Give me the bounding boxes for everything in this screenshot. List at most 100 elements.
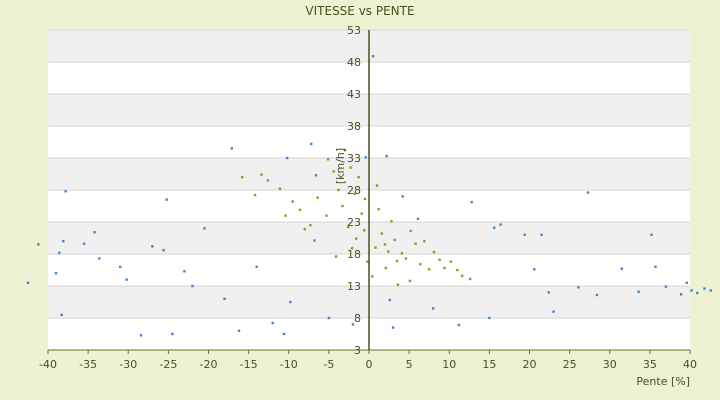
data-point bbox=[492, 226, 496, 229]
y-tick-label: 3 bbox=[354, 344, 361, 357]
y-tick-label: 13 bbox=[347, 280, 361, 293]
data-point bbox=[360, 212, 363, 215]
data-point bbox=[468, 277, 472, 281]
data-point bbox=[334, 255, 338, 258]
y-tick-label: 23 bbox=[347, 216, 361, 229]
data-point bbox=[313, 239, 316, 242]
axes bbox=[47, 30, 691, 354]
data-point bbox=[696, 291, 699, 295]
data-point bbox=[278, 187, 282, 190]
data-point bbox=[37, 243, 40, 246]
data-point bbox=[396, 283, 400, 286]
data-point bbox=[654, 265, 657, 268]
data-point bbox=[449, 260, 453, 263]
data-point bbox=[371, 55, 375, 58]
data-point bbox=[332, 170, 335, 173]
data-point bbox=[98, 257, 101, 260]
data-point bbox=[395, 259, 399, 263]
data-point bbox=[620, 267, 623, 270]
x-tick-label: 25 bbox=[563, 358, 577, 371]
data-point bbox=[284, 214, 287, 217]
y-tick-label: 8 bbox=[354, 312, 361, 325]
data-point bbox=[664, 285, 668, 288]
data-point bbox=[349, 166, 352, 169]
data-point bbox=[709, 289, 713, 292]
data-point bbox=[432, 250, 436, 254]
data-point bbox=[408, 279, 412, 283]
data-point bbox=[400, 252, 404, 255]
data-point bbox=[456, 268, 459, 272]
data-point bbox=[241, 176, 244, 179]
data-point bbox=[353, 192, 356, 196]
data-point bbox=[366, 260, 369, 263]
data-point bbox=[171, 332, 174, 336]
data-point bbox=[391, 326, 395, 329]
data-point bbox=[432, 307, 435, 310]
data-point bbox=[343, 149, 347, 152]
data-point bbox=[162, 248, 165, 252]
data-point bbox=[540, 233, 543, 236]
data-point bbox=[93, 231, 96, 234]
y-tick-label: 33 bbox=[347, 152, 361, 165]
x-tick-label: 10 bbox=[442, 358, 456, 371]
data-point bbox=[266, 179, 270, 182]
data-point bbox=[350, 247, 354, 250]
data-point bbox=[460, 274, 464, 277]
data-point bbox=[650, 233, 653, 236]
data-point bbox=[260, 173, 263, 176]
data-point bbox=[139, 334, 143, 337]
data-point bbox=[346, 225, 350, 229]
data-point bbox=[595, 293, 599, 297]
data-point bbox=[309, 224, 312, 227]
x-tick-label: 15 bbox=[482, 358, 496, 371]
x-tick-label: -20 bbox=[200, 358, 218, 371]
x-tick-labels: -40 -35 -30 -25 -20 -15 -10 -5 0 5 10 15 20 25 30 35 40 bbox=[39, 358, 697, 371]
data-point bbox=[203, 227, 206, 230]
data-point bbox=[337, 188, 340, 192]
data-point bbox=[690, 289, 693, 292]
data-point bbox=[385, 154, 388, 158]
data-point bbox=[488, 316, 491, 320]
data-point bbox=[390, 220, 393, 223]
data-point bbox=[384, 266, 388, 270]
x-tick-label: -25 bbox=[159, 358, 177, 371]
x-tick-label: -30 bbox=[119, 358, 137, 371]
x-tick-label: -10 bbox=[280, 358, 298, 371]
data-point bbox=[383, 243, 387, 246]
data-point bbox=[364, 156, 367, 159]
data-point bbox=[703, 287, 706, 290]
x-tick-label: 40 bbox=[683, 358, 697, 371]
data-point bbox=[363, 197, 367, 201]
x-axis-label: Pente [%] bbox=[636, 375, 690, 388]
data-point bbox=[351, 323, 355, 326]
data-point bbox=[423, 240, 426, 243]
data-point bbox=[26, 281, 30, 284]
data-point bbox=[291, 200, 294, 203]
data-point bbox=[685, 281, 688, 284]
data-point bbox=[414, 242, 417, 245]
data-point bbox=[310, 142, 313, 146]
data-point bbox=[404, 257, 408, 260]
data-point bbox=[119, 265, 122, 268]
y-tick-label: 48 bbox=[347, 56, 361, 69]
data-point bbox=[253, 193, 257, 197]
x-tick-label: -40 bbox=[39, 358, 57, 371]
x-tick-label: -5 bbox=[323, 358, 334, 371]
data-point bbox=[298, 208, 302, 212]
data-point bbox=[62, 240, 65, 243]
data-point bbox=[586, 191, 590, 194]
data-point bbox=[316, 196, 319, 199]
data-point bbox=[393, 238, 396, 242]
data-point bbox=[82, 242, 86, 245]
y-tick-label: 43 bbox=[347, 88, 361, 101]
x-tick-label: -35 bbox=[79, 358, 97, 371]
y-tick-label: 38 bbox=[347, 120, 361, 133]
y-tick-label: 28 bbox=[347, 184, 361, 197]
data-point bbox=[523, 233, 526, 236]
data-point bbox=[375, 184, 379, 187]
data-point bbox=[354, 237, 358, 240]
data-point bbox=[326, 158, 330, 161]
x-tick-label: -15 bbox=[240, 358, 258, 371]
